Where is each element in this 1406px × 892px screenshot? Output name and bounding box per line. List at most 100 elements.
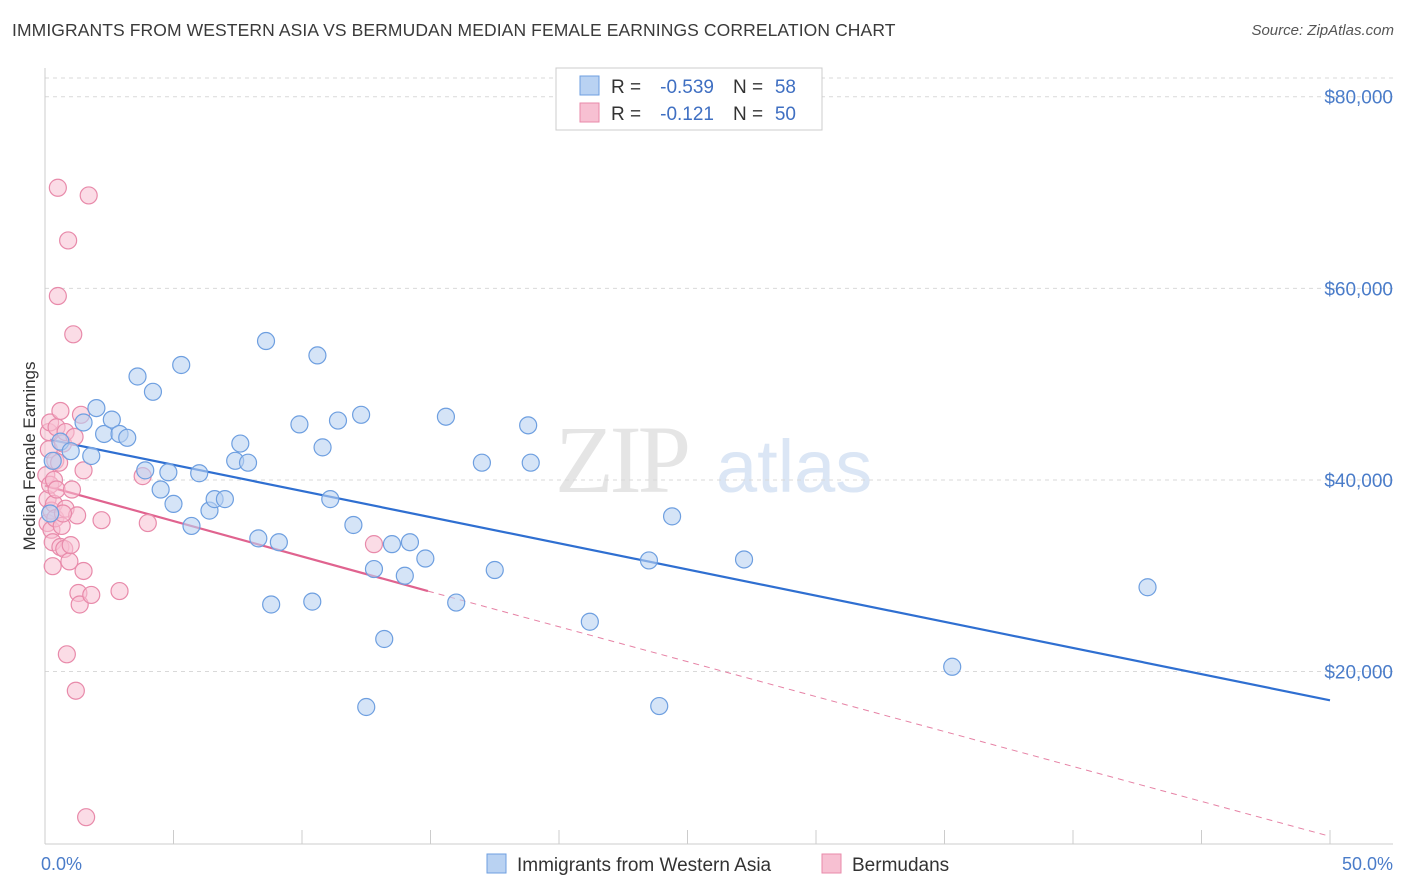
point-western-asia	[662, 507, 682, 526]
point-western-asia	[143, 382, 163, 401]
point-western-asia	[472, 453, 491, 472]
point-western-asia	[1138, 578, 1157, 597]
data-points	[37, 178, 1157, 827]
point-western-asia	[87, 398, 106, 418]
stats-legend: R = -0.539 N = 58 R = -0.121 N = 50	[555, 67, 823, 131]
point-bermudans	[59, 231, 78, 250]
point-bermudans	[138, 513, 157, 533]
legend-n-label-blue: N =	[733, 77, 763, 98]
y-tick-label: $80,000	[1324, 88, 1393, 109]
point-western-asia	[238, 453, 258, 472]
trend-line-western-asia	[49, 438, 1331, 702]
point-western-asia	[400, 533, 420, 552]
series-legend-swatch-pink	[821, 853, 842, 874]
point-western-asia	[436, 407, 456, 426]
point-western-asia	[262, 595, 281, 614]
point-western-asia	[395, 566, 414, 585]
legend-r-label-blue: R =	[611, 77, 641, 98]
point-bermudans	[61, 535, 80, 555]
point-western-asia	[249, 529, 268, 548]
legend-swatch-pink	[579, 102, 600, 123]
point-bermudans	[51, 401, 70, 421]
legend-r-value-pink: -0.121	[660, 104, 714, 125]
grid-lines	[45, 77, 1393, 673]
point-bermudans	[62, 480, 82, 499]
point-western-asia	[943, 657, 962, 676]
legend-r-value-blue: -0.539	[660, 77, 714, 98]
series-legend-label-pink: Bermudans	[852, 855, 949, 876]
point-western-asia	[215, 490, 234, 509]
point-bermudans	[48, 286, 67, 306]
point-bermudans	[82, 585, 101, 605]
point-western-asia	[290, 415, 309, 434]
point-western-asia	[151, 480, 170, 499]
point-western-asia	[352, 405, 371, 424]
point-western-asia	[303, 592, 322, 611]
point-western-asia	[128, 367, 147, 386]
point-bermudans	[92, 511, 111, 530]
series-legend-swatch-blue	[486, 853, 507, 874]
point-bermudans	[48, 178, 67, 197]
point-western-asia	[182, 516, 201, 536]
point-western-asia	[231, 434, 250, 453]
stats-legend-box	[555, 67, 823, 131]
point-western-asia	[734, 550, 754, 569]
watermark-zip: ZIP	[555, 406, 688, 513]
point-western-asia	[159, 463, 178, 482]
point-western-asia	[521, 453, 540, 472]
y-axis-title: Median Female Earnings	[20, 362, 39, 551]
x-tick-label-start: 0.0%	[41, 854, 82, 874]
point-bermudans	[64, 325, 83, 344]
trend-line-bermudans-extension	[427, 590, 1331, 837]
point-western-asia	[416, 549, 435, 568]
point-western-asia	[61, 442, 80, 461]
series-legend: Immigrants from Western Asia Bermudans	[486, 853, 949, 876]
point-bermudans	[74, 561, 93, 581]
point-western-asia	[382, 535, 402, 554]
point-western-asia	[43, 451, 62, 470]
series-legend-label-blue: Immigrants from Western Asia	[517, 855, 772, 876]
point-bermudans	[47, 480, 66, 499]
x-tick-label-end: 50.0%	[1342, 854, 1393, 874]
point-western-asia	[364, 559, 384, 579]
point-bermudans	[43, 557, 62, 576]
legend-r-label-pink: R =	[611, 104, 641, 125]
point-western-asia	[172, 355, 191, 375]
y-tick-label: $40,000	[1324, 471, 1393, 492]
legend-n-value-pink: 50	[775, 104, 796, 125]
point-western-asia	[74, 413, 93, 432]
point-western-asia	[344, 515, 363, 535]
y-tick-label: $60,000	[1324, 279, 1393, 300]
point-bermudans	[66, 681, 85, 700]
watermark-atlas: atlas	[716, 425, 872, 508]
point-western-asia	[375, 629, 394, 649]
point-western-asia	[102, 410, 121, 429]
trend-lines	[44, 438, 1331, 837]
y-tick-labels: $20,000 $40,000 $60,000 $80,000	[1324, 88, 1393, 684]
point-western-asia	[485, 560, 504, 580]
point-bermudans	[110, 581, 129, 601]
point-western-asia	[447, 593, 466, 612]
legend-swatch-blue	[579, 75, 600, 96]
point-western-asia	[41, 504, 60, 523]
point-western-asia	[256, 331, 276, 351]
point-western-asia	[321, 490, 340, 509]
point-western-asia	[357, 697, 376, 717]
chart-title: IMMIGRANTS FROM WESTERN ASIA VS BERMUDAN…	[12, 20, 896, 40]
legend-n-value-blue: 58	[775, 77, 796, 98]
point-western-asia	[313, 438, 332, 457]
point-bermudans	[77, 808, 96, 827]
legend-n-label-pink: N =	[733, 104, 763, 125]
y-tick-label: $20,000	[1324, 663, 1393, 684]
point-western-asia	[308, 346, 327, 365]
chart-source: Source: ZipAtlas.com	[1251, 22, 1394, 39]
point-bermudans	[79, 186, 98, 205]
point-western-asia	[82, 446, 101, 466]
point-western-asia	[639, 551, 659, 570]
point-western-asia	[269, 533, 288, 552]
point-bermudans	[74, 461, 93, 480]
trend-line-bermudans	[44, 484, 429, 593]
point-western-asia	[328, 411, 348, 430]
point-bermudans	[57, 645, 76, 664]
